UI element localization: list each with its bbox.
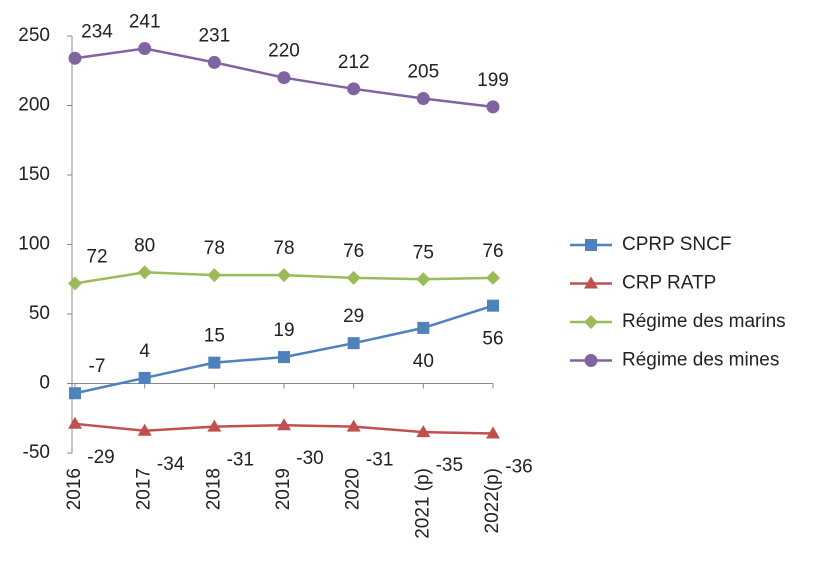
data-label: 76: [343, 241, 364, 262]
data-label: -7: [89, 356, 106, 377]
y-tick-label: 100: [18, 234, 50, 255]
data-label: 241: [129, 12, 161, 33]
x-tick-label: 2020: [343, 468, 364, 510]
y-tick-label: 200: [18, 95, 50, 116]
marker: [208, 356, 221, 369]
x-tick-label: 2016: [64, 468, 85, 510]
marker: [584, 276, 598, 289]
legend-label: Régime des marins: [622, 311, 786, 332]
data-label: 4: [139, 341, 150, 362]
legend-label: Régime des mines: [622, 350, 779, 371]
marker: [68, 51, 82, 65]
data-label: 75: [413, 242, 434, 263]
marker: [277, 71, 291, 85]
y-tick-label: 250: [18, 25, 50, 46]
marker: [137, 423, 152, 436]
x-tick-label: 2019: [273, 468, 294, 510]
data-label: -29: [87, 447, 114, 468]
marker: [68, 276, 82, 291]
data-label: 78: [273, 238, 294, 259]
data-label: 29: [343, 306, 364, 327]
data-label: 56: [482, 329, 503, 350]
x-tick-label: 2018: [203, 468, 224, 510]
y-tick-label: 0: [39, 373, 50, 394]
data-label: 72: [86, 246, 107, 267]
marker: [417, 321, 430, 334]
x-tick-label: 2017: [134, 468, 155, 510]
marker: [416, 425, 431, 438]
marker: [137, 265, 152, 280]
marker: [416, 92, 430, 106]
data-label: -34: [157, 454, 185, 475]
marker: [584, 315, 598, 329]
marker: [207, 419, 222, 432]
data-label: 199: [477, 70, 509, 91]
marker: [138, 371, 151, 384]
data-label: 80: [134, 235, 155, 256]
data-label: 231: [198, 25, 230, 46]
data-label: 15: [204, 326, 225, 347]
y-tick-label: 150: [18, 164, 50, 185]
data-label: -36: [505, 457, 532, 478]
data-label: 19: [273, 320, 294, 341]
marker: [68, 416, 82, 429]
data-label: 78: [204, 238, 225, 259]
data-label: 212: [338, 52, 370, 73]
data-label: 76: [482, 241, 503, 262]
data-label: -35: [436, 455, 463, 476]
y-tick-label: -50: [23, 442, 50, 463]
data-label: -31: [366, 450, 393, 471]
data-label: 234: [81, 21, 113, 42]
marker: [585, 239, 597, 251]
marker: [277, 418, 291, 431]
data-label: -31: [227, 450, 254, 471]
x-tick-label: 2021 (p): [412, 468, 433, 539]
marker: [278, 351, 290, 364]
marker: [69, 387, 81, 400]
marker: [416, 272, 431, 287]
marker: [207, 55, 221, 69]
marker: [584, 354, 598, 367]
data-label: 205: [407, 62, 439, 83]
legend-label: CRP RATP: [622, 273, 716, 294]
marker: [277, 268, 291, 283]
x-tick-label: 2022(p): [482, 468, 503, 534]
data-label: -30: [296, 448, 323, 469]
marker: [207, 268, 222, 283]
marker: [486, 426, 500, 439]
marker: [487, 299, 499, 312]
marker: [138, 42, 152, 56]
data-label: 220: [268, 41, 300, 62]
marker: [346, 270, 361, 285]
y-tick-label: 50: [29, 303, 50, 324]
legend-label: CPRP SNCF: [622, 234, 731, 255]
marker: [346, 419, 361, 432]
marker: [347, 337, 360, 350]
marker: [486, 270, 500, 285]
marker: [347, 82, 361, 96]
data-label: 40: [413, 351, 434, 372]
marker: [486, 100, 500, 114]
series-line: [74, 304, 494, 395]
